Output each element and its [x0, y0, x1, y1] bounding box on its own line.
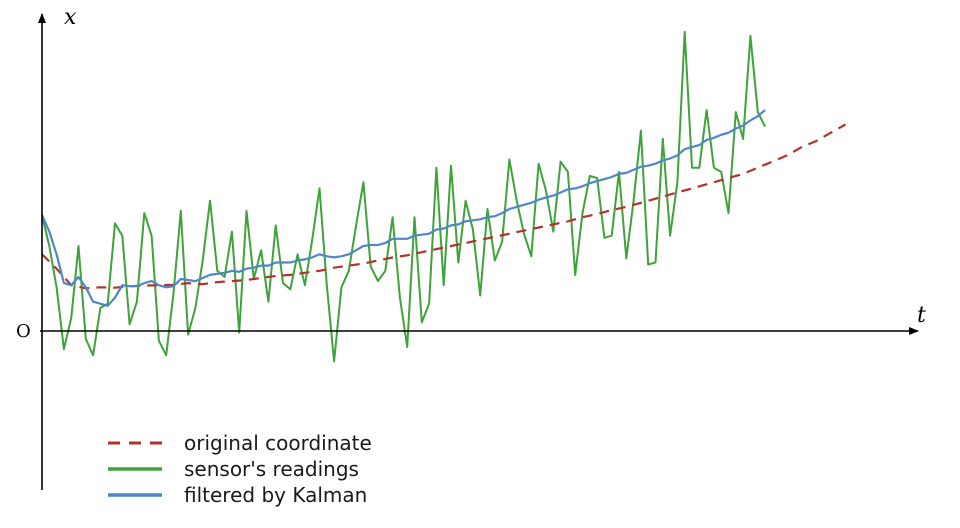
- origin-label: O: [16, 321, 31, 342]
- legend-label-original-coordinate: original coordinate: [184, 431, 372, 455]
- series-line-filtered-by-kalman: [40, 109, 766, 307]
- series-line-sensor-s-readings: [41, 30, 766, 363]
- y-axis-label: x: [64, 5, 77, 30]
- legend-label-sensor-readings: sensor's readings: [184, 457, 359, 481]
- x-axis-label: t: [917, 303, 926, 328]
- series-layer: [40, 30, 846, 363]
- series-line-original-coordinate: [41, 123, 846, 290]
- legend-label-filtered-kalman: filtered by Kalman: [184, 483, 367, 507]
- legend: original coordinate sensor's readings fi…: [108, 431, 372, 507]
